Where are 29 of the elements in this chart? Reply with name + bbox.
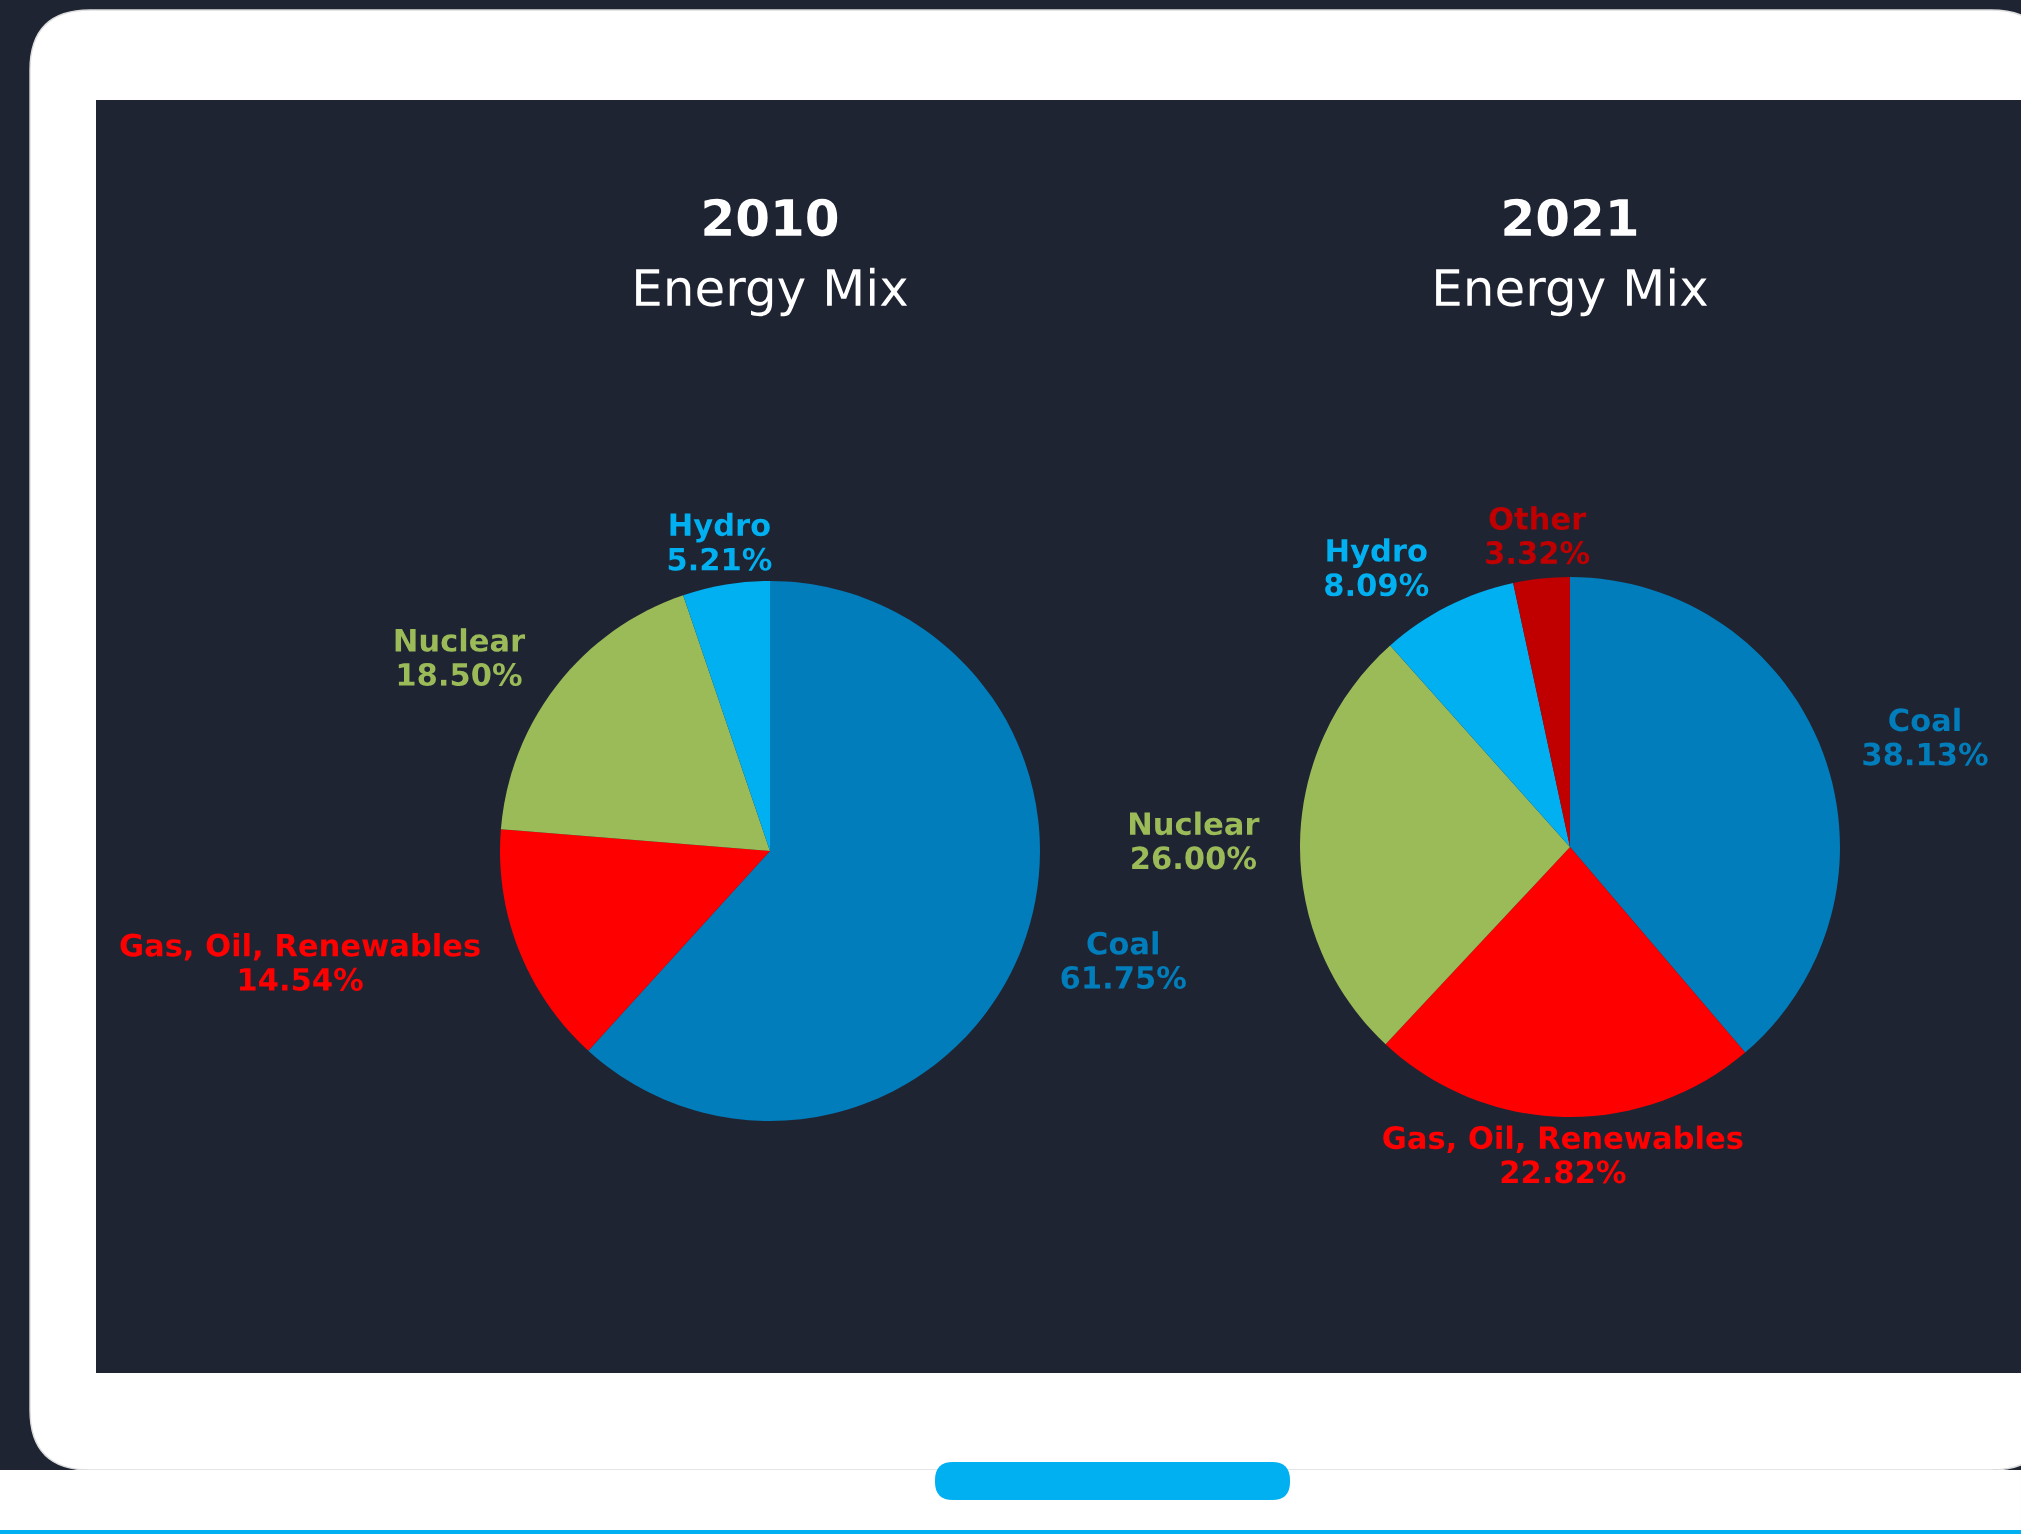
slice-label: Coal — [1087, 931, 1158, 955]
slice-label: Gas, Oil, Renewables — [1383, 1125, 1743, 1154]
data-label: 18.50% — [398, 662, 522, 687]
data-label: 38.13% — [1863, 742, 1988, 766]
slice-label: Coal — [1889, 707, 1960, 732]
slice-label: Other — [1489, 506, 1587, 530]
pie-slice — [1300, 645, 1570, 1045]
chart-title: 2021 — [1504, 198, 1637, 237]
pie-slice — [500, 829, 770, 1051]
data-label: 61.75% — [1061, 965, 1186, 990]
slice-label: Hydro — [1327, 538, 1427, 569]
data-label: 26.00% — [1132, 846, 1257, 870]
chart-subtitle: Energy Mix — [636, 267, 908, 317]
data-label: 5.21% — [668, 547, 772, 571]
slice-label: Nuclear — [395, 628, 526, 652]
data-label: 3.32% — [1486, 541, 1590, 565]
data-label: 8.09% — [1325, 573, 1429, 597]
pie-slice — [588, 581, 1040, 1121]
pie-slice — [1513, 577, 1570, 847]
chart-title: 2010 — [704, 198, 838, 237]
slice-label: Hydro — [670, 512, 770, 543]
pie-slice — [683, 581, 770, 851]
slice-label: Nuclear — [1130, 811, 1260, 836]
data-label: 22.82% — [1501, 1160, 1626, 1184]
pie-slice — [1570, 577, 1840, 1053]
slice-label: Gas, Oil, Renewables — [120, 933, 480, 961]
pie-slice — [1385, 847, 1746, 1117]
data-label: 14.54% — [239, 967, 363, 991]
chart-subtitle: Energy Mix — [1436, 267, 1708, 317]
